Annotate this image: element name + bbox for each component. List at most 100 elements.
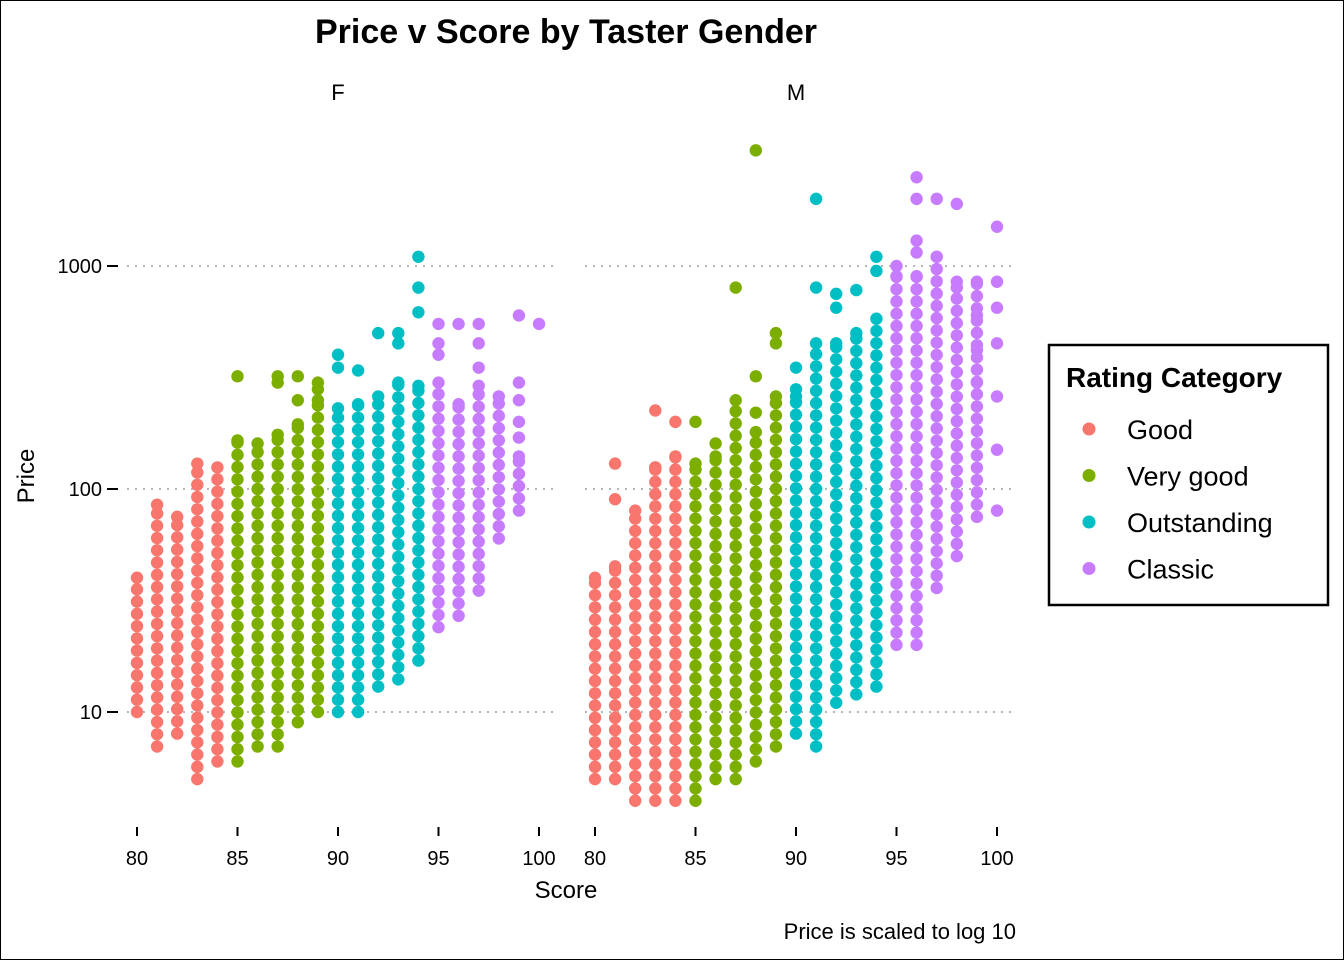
data-point [890,282,903,296]
data-point [809,593,823,606]
data-point [372,582,385,595]
data-point [412,421,425,434]
data-point [709,601,722,614]
data-point [689,745,702,758]
data-point [749,559,762,572]
data-point [749,571,762,584]
data-point [689,708,702,722]
data-point [331,435,345,449]
data-point [830,549,843,562]
data-point [351,607,365,621]
data-point [649,622,662,636]
data-point [950,415,963,428]
data-point [191,699,204,712]
data-point [432,424,445,438]
data-point [749,755,762,768]
data-point [749,608,762,621]
data-point [850,663,863,677]
data-point [669,770,682,783]
data-point [608,576,622,590]
data-point [769,445,783,459]
data-point [412,580,425,594]
data-point [709,527,722,541]
data-point [452,474,465,488]
data-point [231,595,244,609]
data-point [850,491,863,505]
legend-swatch [1082,515,1096,529]
data-point [809,654,823,667]
data-point [251,568,264,582]
data-point [629,696,642,709]
data-point [729,429,742,442]
data-point [769,409,783,422]
data-point [251,629,264,643]
data-point [830,586,843,599]
data-point [950,439,963,452]
data-point [130,607,144,621]
data-point [749,509,762,523]
data-point [709,662,722,675]
data-point [769,629,783,643]
data-point [492,446,505,459]
data-point [789,445,803,458]
data-point [231,522,244,535]
data-point [452,609,465,623]
data-point [809,433,823,447]
data-point [950,292,963,305]
data-point [830,524,843,538]
data-point [472,412,485,426]
data-point [809,642,823,655]
data-point [351,435,365,449]
data-point [950,451,963,465]
data-point [930,422,943,435]
data-point [890,356,903,369]
data-point [608,650,622,663]
data-point-outlier [271,376,284,389]
data-point-outlier [231,370,244,383]
data-point [729,711,742,725]
data-point [789,543,803,556]
data-point [251,703,264,716]
data-point [729,625,742,639]
data-point [830,426,843,440]
x-axis-label: Score [535,877,598,904]
data-point [749,644,762,658]
x-tick-label: 90 [785,848,807,870]
data-point [669,696,682,709]
data-point [850,590,863,603]
data-point-outlier [291,394,304,407]
data-point [372,533,385,546]
data-point [372,459,385,473]
data-point [251,666,264,680]
data-point [432,522,445,536]
data-point-outlier [749,370,762,383]
data-point [629,524,642,538]
data-point [870,668,883,681]
data-point [629,733,642,746]
data-point [809,337,823,350]
data-point [930,434,943,447]
data-point [311,619,325,633]
data-point [432,449,445,462]
data-point-outlier [372,326,385,340]
data-point [211,473,224,486]
data-point [150,556,164,569]
data-point [689,524,702,538]
data-point [608,588,622,602]
data-point [331,448,345,461]
data-point [809,519,823,532]
data-point [649,659,662,673]
data-point [749,669,762,682]
data-point [311,460,325,473]
data-point [392,440,405,453]
data-point [251,458,264,471]
data-point [130,583,144,596]
data-point [930,508,943,521]
data-point [789,531,803,544]
data-point [809,629,823,643]
data-point [311,705,325,719]
data-point [150,666,164,680]
data-point [890,430,903,443]
data-point [870,533,883,546]
data-point [930,275,943,288]
